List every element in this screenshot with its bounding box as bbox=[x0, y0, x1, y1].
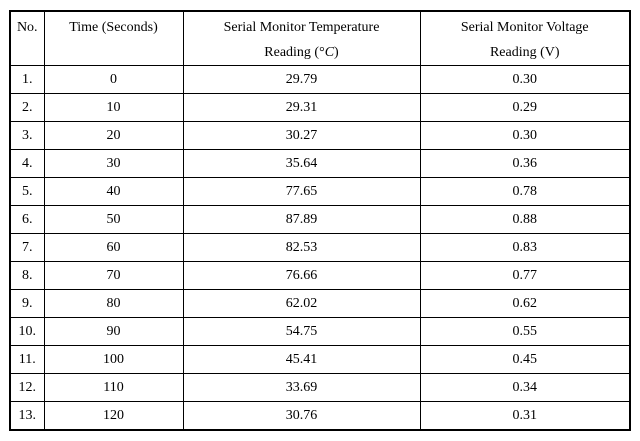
cell-voltage: 0.31 bbox=[419, 401, 631, 431]
header-temperature-line1: Serial Monitor Temperature bbox=[223, 20, 380, 35]
header-voltage-line1: Serial Monitor Voltage bbox=[460, 20, 589, 35]
header-time: Time (Seconds) bbox=[43, 10, 184, 66]
table-row: 13. 120 30.76 0.31 bbox=[9, 401, 631, 431]
cell-no: 1. bbox=[9, 65, 45, 94]
header-time-label: Time (Seconds) bbox=[69, 20, 158, 35]
cell-voltage: 0.34 bbox=[419, 373, 631, 402]
cell-no: 3. bbox=[9, 121, 45, 150]
cell-temperature: 76.66 bbox=[182, 261, 421, 290]
cell-no: 9. bbox=[9, 289, 45, 318]
table-row: 8. 70 76.66 0.77 bbox=[9, 261, 631, 290]
data-table: No. Time (Seconds) Serial Monitor Temper… bbox=[9, 10, 631, 431]
table-row: 1. 0 29.79 0.30 bbox=[9, 65, 631, 94]
cell-no: 2. bbox=[9, 93, 45, 122]
cell-time: 60 bbox=[43, 233, 184, 262]
cell-temperature: 33.69 bbox=[182, 373, 421, 402]
cell-voltage: 0.78 bbox=[419, 177, 631, 206]
header-voltage-line2: Reading (V) bbox=[489, 45, 560, 60]
table-row: 3. 20 30.27 0.30 bbox=[9, 121, 631, 150]
cell-voltage: 0.77 bbox=[419, 261, 631, 290]
cell-time: 30 bbox=[43, 149, 184, 178]
table-row: 11. 100 45.41 0.45 bbox=[9, 345, 631, 374]
header-temperature: Serial Monitor Temperature Reading (°C) bbox=[182, 10, 421, 66]
cell-voltage: 0.29 bbox=[419, 93, 631, 122]
cell-voltage: 0.30 bbox=[419, 65, 631, 94]
cell-time: 50 bbox=[43, 205, 184, 234]
cell-voltage: 0.55 bbox=[419, 317, 631, 346]
header-row: No. Time (Seconds) Serial Monitor Temper… bbox=[9, 10, 631, 66]
table-row: 6. 50 87.89 0.88 bbox=[9, 205, 631, 234]
cell-no: 11. bbox=[9, 345, 45, 374]
cell-temperature: 45.41 bbox=[182, 345, 421, 374]
cell-time: 10 bbox=[43, 93, 184, 122]
cell-time: 90 bbox=[43, 317, 184, 346]
cell-no: 12. bbox=[9, 373, 45, 402]
header-no: No. bbox=[9, 10, 45, 66]
header-voltage: Serial Monitor Voltage Reading (V) bbox=[419, 10, 631, 66]
cell-temperature: 77.65 bbox=[182, 177, 421, 206]
table-row: 4. 30 35.64 0.36 bbox=[9, 149, 631, 178]
cell-no: 5. bbox=[9, 177, 45, 206]
cell-time: 0 bbox=[43, 65, 184, 94]
table-row: 2. 10 29.31 0.29 bbox=[9, 93, 631, 122]
cell-no: 7. bbox=[9, 233, 45, 262]
cell-no: 10. bbox=[9, 317, 45, 346]
cell-time: 20 bbox=[43, 121, 184, 150]
table-row: 9. 80 62.02 0.62 bbox=[9, 289, 631, 318]
cell-voltage: 0.45 bbox=[419, 345, 631, 374]
cell-time: 100 bbox=[43, 345, 184, 374]
cell-time: 40 bbox=[43, 177, 184, 206]
table-body: 1. 0 29.79 0.30 2. 10 29.31 0.29 3. 20 30.27 0.30 4.… bbox=[9, 65, 631, 431]
cell-voltage: 0.83 bbox=[419, 233, 631, 262]
cell-temperature: 29.79 bbox=[182, 65, 421, 94]
table-row: 7. 60 82.53 0.83 bbox=[9, 233, 631, 262]
cell-temperature: 62.02 bbox=[182, 289, 421, 318]
cell-voltage: 0.62 bbox=[419, 289, 631, 318]
cell-temperature: 87.89 bbox=[182, 205, 421, 234]
header-temperature-line2: Reading (°C) bbox=[264, 45, 339, 60]
cell-no: 8. bbox=[9, 261, 45, 290]
cell-temperature: 30.76 bbox=[182, 401, 421, 431]
cell-time: 120 bbox=[43, 401, 184, 431]
header-no-label: No. bbox=[16, 20, 38, 35]
cell-time: 80 bbox=[43, 289, 184, 318]
cell-temperature: 35.64 bbox=[182, 149, 421, 178]
cell-no: 4. bbox=[9, 149, 45, 178]
cell-time: 70 bbox=[43, 261, 184, 290]
cell-no: 13. bbox=[9, 401, 45, 431]
cell-voltage: 0.36 bbox=[419, 149, 631, 178]
cell-temperature: 29.31 bbox=[182, 93, 421, 122]
table-row: 10. 90 54.75 0.55 bbox=[9, 317, 631, 346]
cell-voltage: 0.30 bbox=[419, 121, 631, 150]
cell-temperature: 82.53 bbox=[182, 233, 421, 262]
table-row: 5. 40 77.65 0.78 bbox=[9, 177, 631, 206]
cell-no: 6. bbox=[9, 205, 45, 234]
cell-temperature: 30.27 bbox=[182, 121, 421, 150]
cell-voltage: 0.88 bbox=[419, 205, 631, 234]
cell-temperature: 54.75 bbox=[182, 317, 421, 346]
cell-time: 110 bbox=[43, 373, 184, 402]
table-row: 12. 110 33.69 0.34 bbox=[9, 373, 631, 402]
